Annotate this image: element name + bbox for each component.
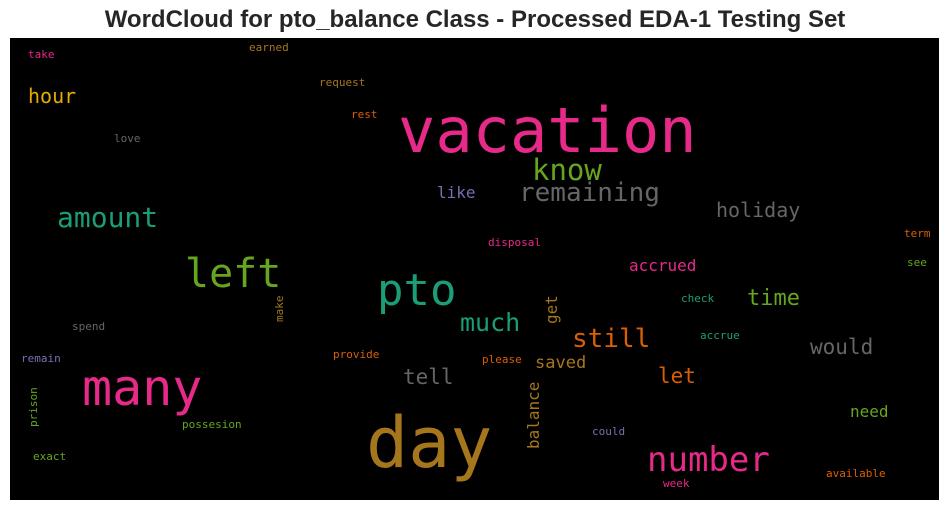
word-get: get — [542, 295, 561, 324]
word-vacation: vacation — [398, 94, 697, 167]
word-much: much — [460, 308, 521, 337]
word-pto: pto — [377, 265, 457, 316]
word-day: day — [366, 402, 493, 484]
word-please: please — [482, 353, 522, 366]
word-exact: exact — [33, 450, 67, 463]
word-request: request — [319, 76, 366, 89]
word-rest: rest — [351, 108, 378, 121]
word-balance: balance — [524, 381, 543, 449]
word-spend: spend — [72, 320, 106, 333]
word-need: need — [850, 402, 889, 421]
wordcloud-canvas: vacation day many left pto number remain… — [10, 38, 939, 500]
word-remaining: remaining — [519, 178, 660, 208]
word-number: number — [647, 440, 770, 480]
word-remain: remain — [21, 352, 61, 365]
word-saved: saved — [535, 353, 587, 373]
word-see: see — [907, 256, 927, 269]
word-prison: prison — [27, 387, 40, 427]
word-available: available — [826, 467, 886, 480]
word-check: check — [681, 292, 715, 305]
word-possesion: possesion — [182, 418, 242, 431]
word-like: like — [437, 183, 476, 202]
word-left: left — [185, 251, 282, 297]
word-hour: hour — [28, 84, 77, 108]
word-provide: provide — [333, 348, 380, 361]
word-many: many — [82, 359, 203, 417]
word-amount: amount — [57, 201, 159, 234]
word-could: could — [592, 425, 626, 438]
word-take: take — [28, 48, 55, 61]
word-would: would — [810, 335, 874, 359]
word-know: know — [532, 153, 602, 187]
word-make: make — [273, 295, 286, 323]
word-accrue: accrue — [700, 329, 740, 342]
word-accrued: accrued — [629, 256, 697, 275]
word-holiday: holiday — [716, 198, 801, 222]
word-term: term — [904, 227, 931, 240]
word-disposal: disposal — [488, 236, 541, 249]
word-love: love — [114, 132, 141, 145]
chart-title: WordCloud for pto_balance Class - Proces… — [104, 6, 846, 33]
word-time: time — [747, 286, 800, 311]
word-earned: earned — [249, 41, 289, 54]
word-week: week — [663, 477, 690, 490]
word-tell: tell — [403, 365, 454, 389]
word-let: let — [658, 364, 696, 388]
word-still: still — [572, 324, 651, 354]
